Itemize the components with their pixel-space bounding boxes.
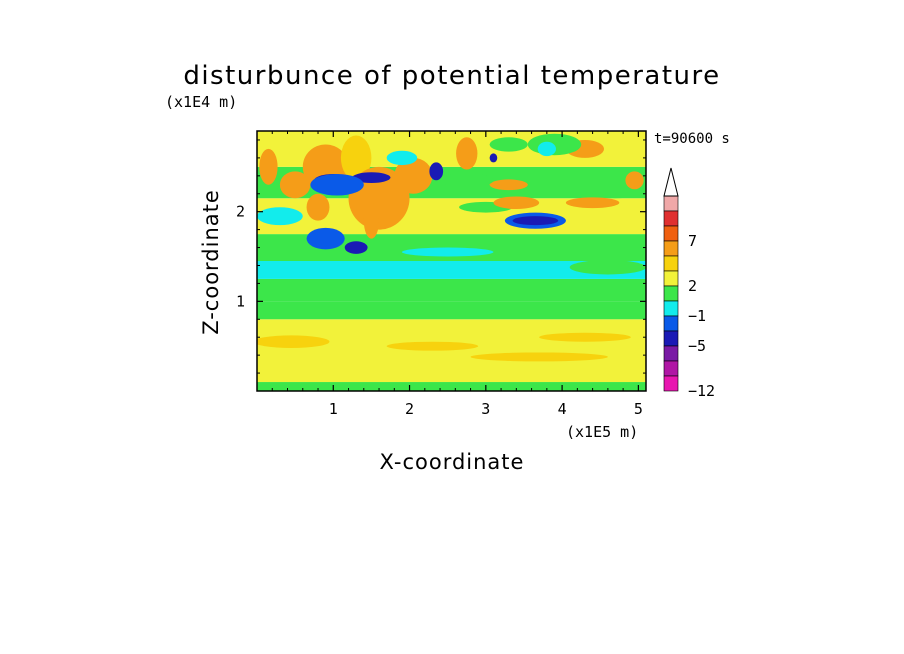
contour-region-18 — [456, 137, 478, 170]
colorbar-swatch-4 — [663, 255, 679, 272]
contour-region-31 — [537, 141, 556, 157]
x-unit-label: (x1E5 m) — [566, 423, 638, 441]
colorbar-swatch-6 — [663, 285, 679, 302]
colorbar-swatch-0 — [663, 195, 679, 212]
colorbar-swatch-11 — [663, 360, 679, 377]
contour-region-6 — [569, 260, 646, 275]
x-tick-label-5: 5 — [634, 400, 643, 418]
contour-band-2 — [257, 301, 646, 320]
contour-region-11 — [348, 166, 410, 230]
colorbar-label-2: −1 — [688, 307, 706, 325]
contour-region-19 — [489, 153, 498, 163]
contour-region-0 — [257, 335, 330, 348]
colorbar-swatch-1 — [663, 210, 679, 227]
colorbar-label-0: 7 — [688, 232, 697, 250]
colorbar-swatch-2 — [663, 225, 679, 242]
contour-region-16 — [386, 150, 418, 166]
y-tick-label-1: 1 — [236, 292, 245, 310]
contour-band-3 — [257, 278, 646, 302]
colorbar-swatch-10 — [663, 345, 679, 362]
contour-field — [257, 131, 646, 391]
contour-region-28 — [625, 171, 644, 190]
contour-region-8 — [279, 171, 311, 199]
contour-region-1 — [386, 341, 479, 351]
y-axis: 12 — [236, 139, 646, 374]
contour-region-10 — [340, 135, 372, 181]
colorbar: 7 2 −1 −5 −12 — [663, 167, 715, 400]
colorbar-swatch-3 — [663, 240, 679, 257]
colorbar-swatch-8 — [663, 315, 679, 332]
contour-region-25 — [565, 197, 620, 209]
contour-band-1 — [257, 319, 646, 383]
contour-region-5 — [401, 247, 494, 257]
x-tick-label-2: 2 — [405, 400, 414, 418]
x-tick-label-3: 3 — [481, 400, 490, 418]
contour-region-33 — [306, 227, 345, 250]
time-label: t=90600 s — [654, 131, 730, 147]
y-unit-label: (x1E4 m) — [165, 93, 237, 111]
contour-region-21 — [512, 216, 559, 226]
colorbar-label-3: −5 — [688, 337, 706, 355]
colorbar-swatch-7 — [663, 300, 679, 317]
contour-region-14 — [352, 172, 391, 184]
plot-frame — [256, 130, 647, 392]
contour-band-0 — [257, 382, 646, 391]
contour-band-4 — [257, 261, 646, 279]
x-tick-label-1: 1 — [329, 400, 338, 418]
contour-region-26 — [592, 189, 639, 199]
y-tick-label-2: 2 — [236, 203, 245, 221]
x-axis-title: X-coordinate — [380, 450, 525, 474]
colorbar-extend-arrow — [663, 167, 679, 197]
contour-region-12 — [394, 157, 433, 194]
colorbar-label-1: 2 — [688, 277, 697, 295]
contour-region-3 — [539, 332, 631, 342]
contour-region-23 — [493, 196, 540, 209]
contour-region-36 — [363, 202, 380, 239]
colorbar-swatch-9 — [663, 330, 679, 347]
chart-title: disturbunce of potential temperature — [183, 61, 720, 91]
contour-region-4 — [257, 207, 303, 226]
x-axis: 1 2 3 4 5 — [271, 131, 643, 418]
contour-region-29 — [489, 137, 528, 152]
y-axis-title: Z-coordinate — [199, 189, 223, 335]
contour-region-24 — [489, 179, 528, 191]
contour-region-2 — [470, 352, 608, 362]
contour-region-32 — [440, 173, 494, 188]
contour-region-35 — [306, 193, 330, 221]
contour-region-7 — [259, 148, 278, 185]
x-tick-label-4: 4 — [558, 400, 567, 418]
contour-region-17 — [429, 162, 444, 181]
colorbar-swatch-12 — [663, 375, 679, 392]
colorbar-label-4: −12 — [688, 382, 715, 400]
contour-region-34 — [344, 241, 368, 254]
colorbar-swatch-5 — [663, 270, 679, 287]
contour-region-15 — [310, 174, 364, 196]
